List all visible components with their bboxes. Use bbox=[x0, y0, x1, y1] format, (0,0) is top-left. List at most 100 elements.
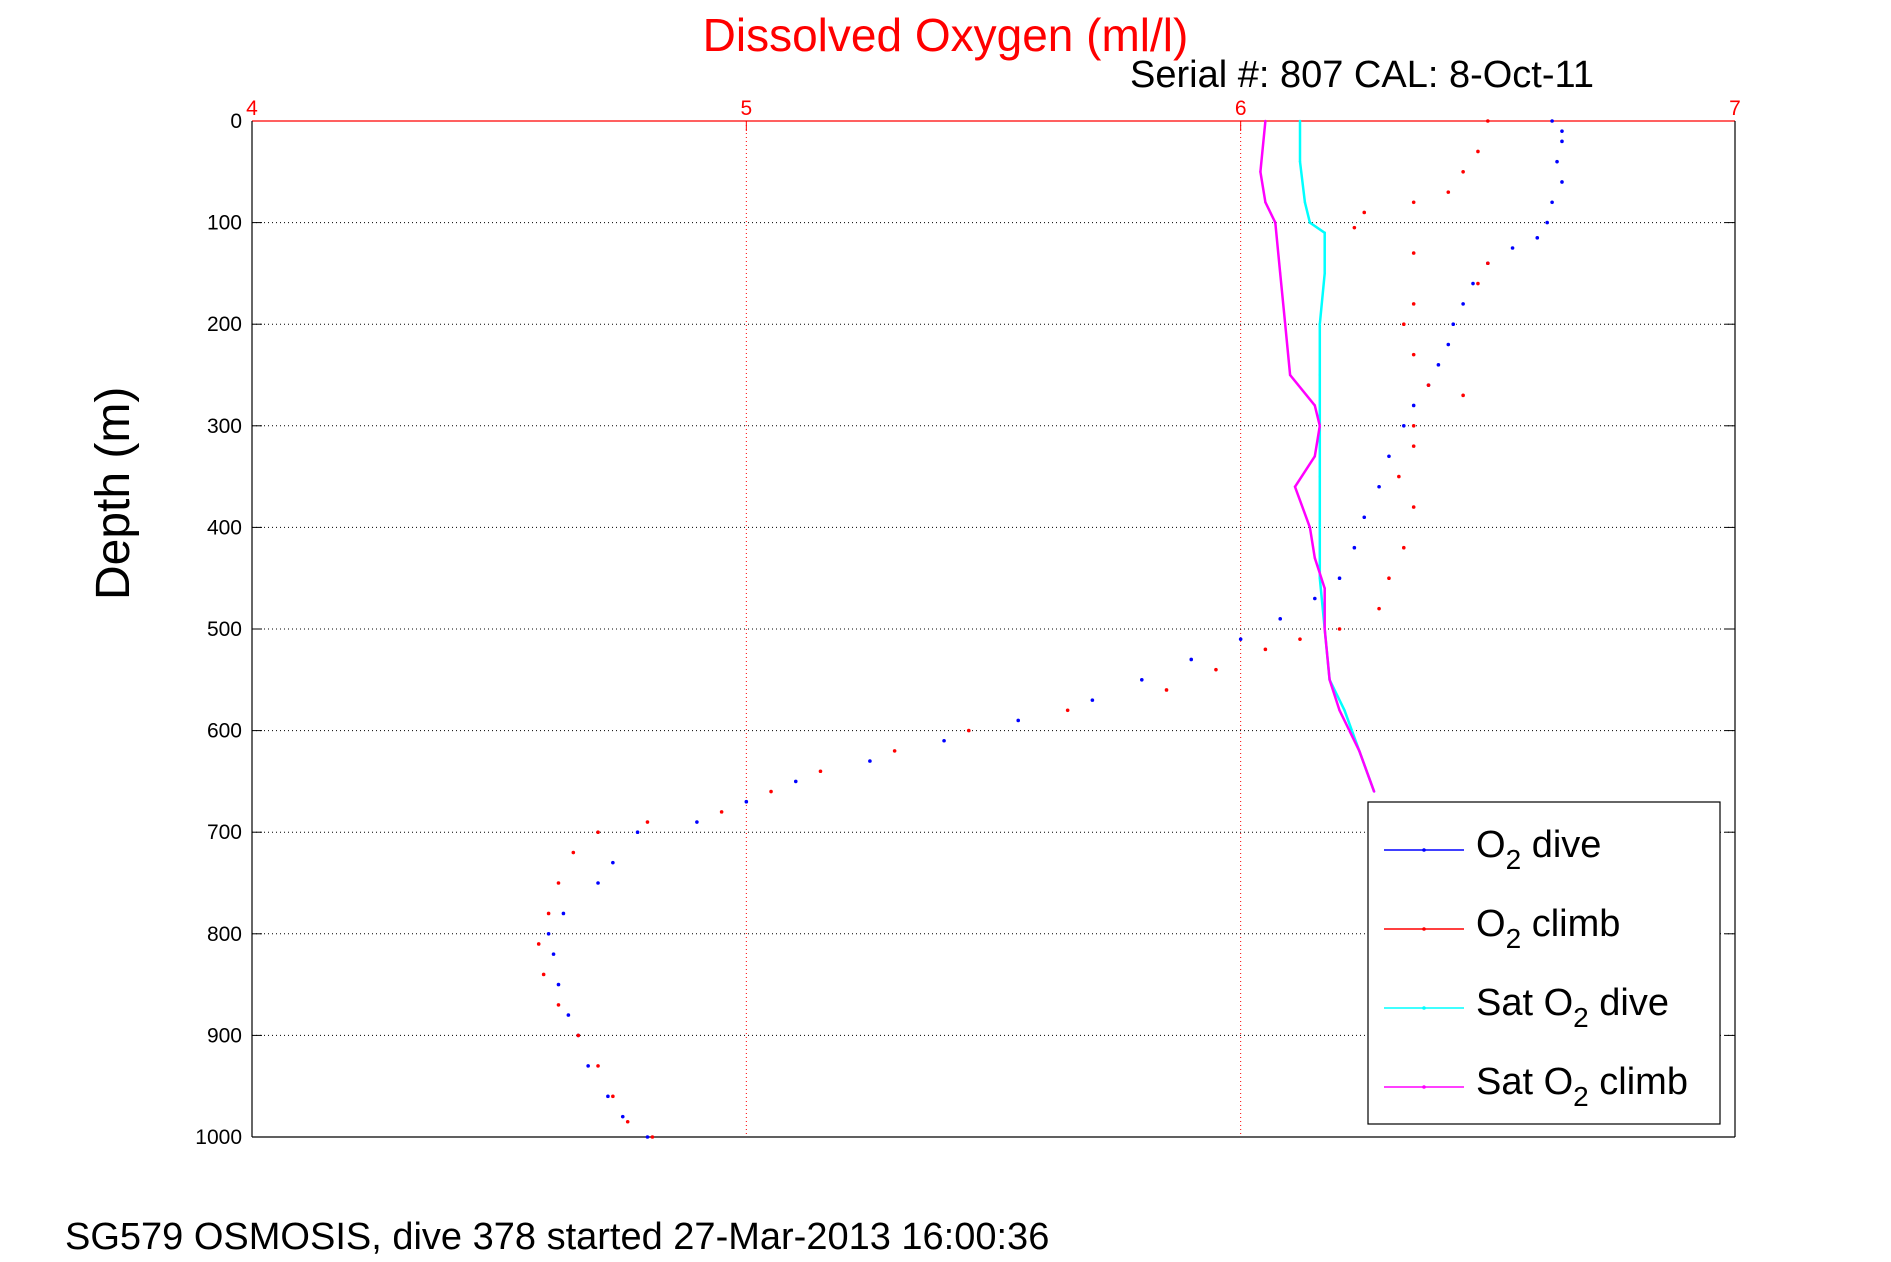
series-sat-o2-climb-point bbox=[1293, 485, 1297, 488]
series-o2-climb-point bbox=[818, 769, 823, 774]
series-sat-o2-climb-point bbox=[1318, 424, 1321, 427]
series-sat-o2-climb-point bbox=[1283, 323, 1287, 326]
series-o2-dive-point bbox=[1238, 637, 1243, 641]
series-o2-dive-point bbox=[1510, 246, 1515, 250]
series-o2-dive-point bbox=[1550, 119, 1554, 123]
series-o2-climb-point bbox=[892, 749, 897, 753]
legend-sat-o2-dive-marker bbox=[1422, 1006, 1426, 1010]
y-tick-label: 100 bbox=[207, 212, 242, 235]
y-tick-label: 400 bbox=[207, 516, 242, 539]
series-o2-dive-point bbox=[596, 881, 600, 885]
legend-sat-o2-climb-label: Sat O2 climb bbox=[1476, 1061, 1688, 1112]
series-o2-dive-point bbox=[1461, 302, 1465, 306]
series-o2-dive-point bbox=[1560, 180, 1564, 184]
series-o2-climb-point bbox=[596, 1064, 600, 1068]
series-o2-dive-point bbox=[1560, 129, 1564, 133]
series-o2-dive-point bbox=[793, 779, 798, 784]
series-sat-o2-dive-point bbox=[1343, 709, 1346, 712]
series-o2-dive-point bbox=[695, 820, 699, 824]
legend-o2-dive-marker bbox=[1422, 848, 1426, 852]
series-sat-o2-climb-point bbox=[1313, 404, 1317, 407]
series-o2-climb-point bbox=[1362, 210, 1367, 215]
series-o2-dive-point bbox=[645, 1135, 650, 1139]
series-o2-dive-point bbox=[1387, 454, 1391, 459]
series-sat-o2-climb-point bbox=[1323, 587, 1326, 590]
chart-title: Dissolved Oxygen (ml/l) bbox=[702, 9, 1189, 61]
series-sat-o2-climb-point bbox=[1323, 627, 1326, 631]
series-o2-dive-point bbox=[1362, 515, 1367, 520]
series-o2-climb-point bbox=[1397, 474, 1401, 479]
series-o2-dive-point bbox=[744, 799, 749, 804]
series-o2-climb-point bbox=[1411, 251, 1416, 255]
series-o2-climb-point bbox=[1411, 200, 1416, 205]
series-o2-dive-point bbox=[556, 982, 561, 987]
y-tick-label: 300 bbox=[207, 415, 242, 438]
legend-sat-o2-dive-label: Sat O2 dive bbox=[1476, 982, 1669, 1033]
series-sat-o2-climb-point bbox=[1274, 221, 1277, 224]
series-o2-climb-point bbox=[769, 789, 773, 794]
x-tick-label: 7 bbox=[1729, 97, 1741, 120]
series-o2-climb-point bbox=[1486, 119, 1490, 123]
series-o2-climb-point bbox=[541, 972, 546, 977]
figure-footer: SG579 OSMOSIS, dive 378 started 27-Mar-2… bbox=[65, 1216, 1050, 1258]
series-o2-climb-point bbox=[1164, 688, 1169, 692]
series-o2-climb-point bbox=[1411, 424, 1416, 428]
series-o2-dive-point bbox=[1555, 159, 1559, 164]
series-o2-climb-point bbox=[576, 1033, 581, 1038]
series-o2-climb-point bbox=[1411, 352, 1416, 357]
series-sat-o2-climb-point bbox=[1264, 201, 1267, 204]
series-o2-dive-point bbox=[620, 1114, 625, 1119]
series-o2-dive-point bbox=[1446, 342, 1451, 347]
series-o2-climb-point bbox=[1411, 505, 1416, 509]
y-tick-label: 700 bbox=[207, 821, 242, 844]
series-o2-climb-point bbox=[719, 810, 724, 814]
series-o2-dive-point bbox=[1278, 617, 1283, 621]
series-sat-o2-dive-point bbox=[1318, 323, 1321, 326]
chart-subtitle: Serial #: 807 CAL: 8-Oct-11 bbox=[1130, 54, 1594, 96]
series-sat-o2-dive-point bbox=[1298, 119, 1302, 123]
series-o2-climb-point bbox=[611, 1094, 615, 1099]
series-o2-dive-point bbox=[1535, 236, 1540, 240]
series-o2-climb-point bbox=[1476, 149, 1480, 154]
series-o2-dive-point bbox=[1411, 403, 1416, 408]
y-tick-label: 200 bbox=[207, 313, 242, 336]
series-o2-dive-point bbox=[1377, 484, 1381, 489]
series-o2-climb-point bbox=[1263, 647, 1268, 652]
series-o2-dive-point bbox=[1090, 698, 1095, 702]
series-o2-climb-point bbox=[1214, 667, 1218, 672]
series-o2-climb-point bbox=[1298, 637, 1302, 641]
series-o2-climb-point bbox=[1065, 708, 1070, 713]
series-o2-climb-point bbox=[1352, 225, 1357, 230]
series-o2-climb-point bbox=[556, 1003, 561, 1007]
series-sat-o2-climb-point bbox=[1279, 272, 1282, 275]
series-o2-dive-point bbox=[586, 1064, 590, 1068]
series-o2-climb-point bbox=[1377, 606, 1381, 611]
series-sat-o2-climb-point bbox=[1288, 373, 1292, 377]
series-o2-dive-point bbox=[606, 1094, 610, 1099]
series-sat-o2-dive-point bbox=[1318, 526, 1321, 529]
series-o2-climb-point bbox=[1411, 302, 1416, 306]
series-o2-dive-point bbox=[868, 759, 872, 763]
series-o2-dive-point bbox=[1401, 424, 1406, 428]
series-o2-dive-point bbox=[1016, 718, 1021, 723]
series-o2-climb-point bbox=[571, 850, 576, 855]
series-sat-o2-dive-point bbox=[1318, 373, 1321, 377]
series-sat-o2-climb-point bbox=[1259, 170, 1262, 173]
series-o2-dive-point bbox=[546, 932, 551, 936]
series-sat-o2-dive-point bbox=[1308, 221, 1312, 224]
series-sat-o2-dive-point bbox=[1323, 272, 1326, 275]
series-sat-o2-climb-point bbox=[1358, 749, 1361, 753]
series-o2-climb-point bbox=[1411, 444, 1416, 448]
series-o2-climb-point bbox=[645, 820, 650, 824]
series-o2-climb-point bbox=[596, 830, 600, 834]
series-sat-o2-climb-point bbox=[1264, 119, 1267, 123]
legend-o2-climb-label: O2 climb bbox=[1476, 903, 1620, 954]
series-o2-dive-point bbox=[1337, 576, 1342, 580]
legend-sat-o2-climb-marker bbox=[1422, 1085, 1426, 1089]
y-tick-label: 900 bbox=[207, 1024, 242, 1047]
series-o2-climb-point bbox=[1401, 545, 1406, 550]
series-o2-climb-point bbox=[546, 911, 551, 916]
series-o2-climb-point bbox=[625, 1119, 630, 1124]
legend-box bbox=[1367, 801, 1721, 1125]
